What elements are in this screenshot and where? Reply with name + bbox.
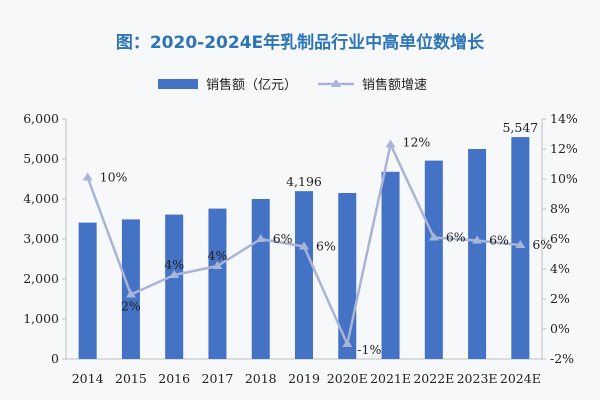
bar <box>165 214 184 359</box>
growth-data-label: 6% <box>489 233 509 248</box>
growth-point <box>385 139 396 148</box>
growth-point <box>342 339 353 347</box>
growth-data-label: 2% <box>121 299 141 314</box>
chart-title: 图：2020-2024E年乳制品行业中高单位数增长 <box>115 33 485 53</box>
legend-label-bar: 销售额（亿元） <box>206 77 297 93</box>
growth-data-label: 6% <box>446 230 466 245</box>
growth-data-label: 4% <box>208 248 228 263</box>
growth-data-label: 12% <box>403 135 431 150</box>
growth-point <box>212 261 223 269</box>
bar-data-label: 4,196 <box>286 174 322 189</box>
y-left-tick-label: 4,000 <box>23 191 59 206</box>
growth-data-label: 4% <box>164 257 184 272</box>
bars <box>78 137 530 359</box>
bar <box>78 222 97 359</box>
growth-point <box>515 240 526 248</box>
y-right-tick-label: 12% <box>550 141 578 156</box>
growth-point <box>82 172 93 181</box>
y-right-tick-label: 0% <box>550 321 570 336</box>
y-right-tick-label: 14% <box>550 111 578 126</box>
growth-data-label: 6% <box>273 231 293 246</box>
bar <box>338 193 357 359</box>
y-left-tick-label: 2,000 <box>23 271 59 286</box>
legend: 销售额（亿元） 销售额增速 <box>158 77 427 93</box>
legend-swatch-bar <box>158 79 198 89</box>
growth-data-label: -1% <box>357 342 381 357</box>
x-tick-label: 2017 <box>202 371 234 386</box>
legend-label-line: 销售额增速 <box>362 77 427 93</box>
y-right-tick-label: 2% <box>550 291 570 306</box>
x-tick-label: 2024E <box>500 371 541 386</box>
x-tick-label: 2014 <box>72 371 104 386</box>
legend-swatch-marker <box>331 79 341 87</box>
growth-data-label: 6% <box>316 239 336 254</box>
bar <box>251 199 270 359</box>
y-right-tick-label: 4% <box>550 261 570 276</box>
growth-data-label: 6% <box>532 237 552 252</box>
y-left-tick-label: 5,000 <box>23 151 59 166</box>
x-tick-label: 2023E <box>457 371 498 386</box>
bar <box>511 137 530 359</box>
bar <box>208 208 227 359</box>
x-tick-label: 2018 <box>245 371 277 386</box>
x-tick-label: 2022E <box>413 371 454 386</box>
growth-point <box>169 270 180 278</box>
x-tick-label: 2015 <box>115 371 147 386</box>
y-right-tick-label: -2% <box>550 351 574 366</box>
bar <box>121 219 140 359</box>
bar <box>424 160 443 359</box>
y-left-tick-label: 0 <box>51 351 59 366</box>
bar-data-label: 5,547 <box>502 120 538 135</box>
y-left-tick-label: 1,000 <box>23 311 59 326</box>
growth-data-label: 10% <box>100 170 128 185</box>
y-right-tick-label: 8% <box>550 201 570 216</box>
growth-point <box>125 289 136 298</box>
bar <box>468 149 487 359</box>
bar <box>381 171 400 359</box>
growth-line <box>82 139 526 347</box>
growth-point <box>299 241 309 250</box>
x-tick-label: 2020E <box>327 371 368 386</box>
x-tick-label: 2019 <box>288 371 320 386</box>
data-labels: 4,196 5,547 10% 2% 4% 4% 6% 6% -1% 12% 6% 6% 6% <box>100 120 553 357</box>
y-right-tick-label: 10% <box>550 171 578 186</box>
growth-point <box>472 235 483 244</box>
y-left-tick-label: 3,000 <box>23 231 59 246</box>
y-left-tick-label: 6,000 <box>23 111 59 126</box>
axes: 0 1,000 2,000 3,000 4,000 5,000 6,000 -2% 0% 2% 4%… <box>23 111 578 386</box>
y-right-tick-label: 6% <box>550 231 570 246</box>
bar <box>295 191 313 359</box>
growth-point <box>428 232 439 241</box>
x-tick-label: 2016 <box>158 371 190 386</box>
x-tick-label: 2021E <box>370 371 411 386</box>
growth-point <box>255 234 266 242</box>
